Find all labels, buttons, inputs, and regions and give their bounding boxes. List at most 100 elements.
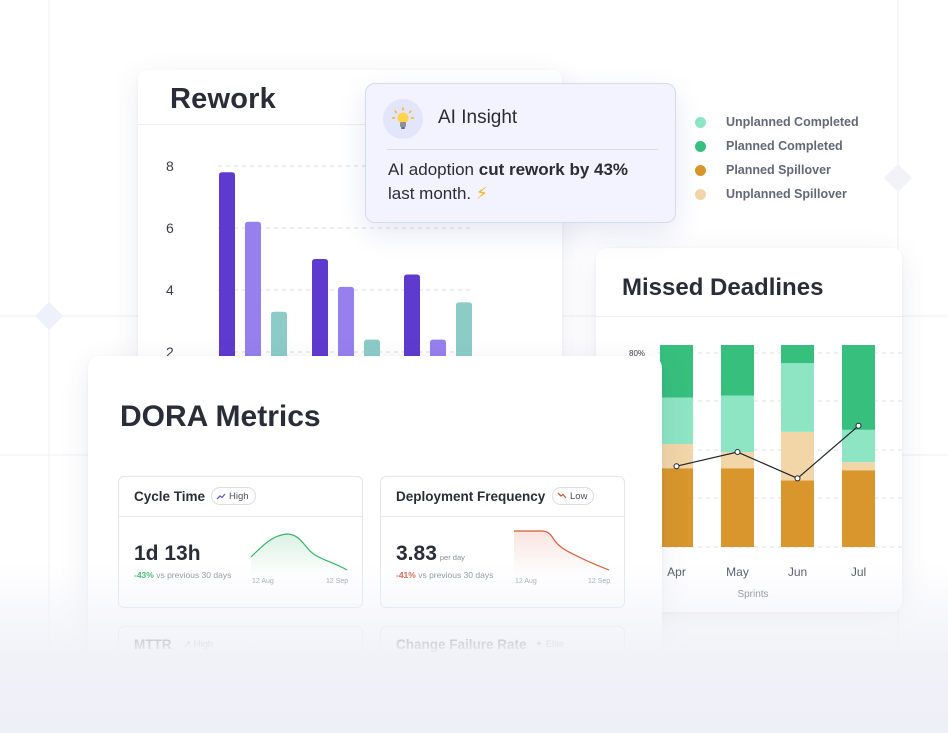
dora-metrics-card: DORA Metrics Cycle Time High 1d 13h -43%…	[88, 356, 662, 696]
legend-label: Unplanned Spillover	[726, 187, 847, 201]
sparkline-start-date: 12 Aug	[515, 578, 537, 585]
trend-point	[855, 422, 862, 429]
metric-value: 3.83 per day	[396, 542, 465, 566]
x-tick-label: May	[726, 565, 749, 579]
legend-label: Unplanned Completed	[726, 115, 859, 129]
metric-card-change-failure-rate[interactable]: Change Failure Rate ✦ Elite	[380, 626, 625, 686]
rework-bar	[312, 259, 328, 370]
y-tick-label: 6	[166, 220, 174, 236]
dora-title: DORA Metrics	[120, 400, 321, 433]
y-tick-label: 2	[166, 344, 174, 360]
y-tick-label: 4	[166, 282, 174, 298]
metric-header: Cycle Time High	[119, 477, 362, 517]
metric-card-cycle-time[interactable]: Cycle Time High 1d 13h -43% vs previous …	[118, 476, 363, 608]
metric-header: Deployment Frequency Low	[381, 477, 624, 517]
stacked-bar-segment	[660, 397, 693, 444]
rework-bar	[456, 302, 472, 370]
sparkline-start-date: 12 Aug	[252, 578, 274, 585]
badge-label: High	[229, 490, 249, 502]
metric-name: MTTR	[134, 637, 172, 652]
cycle-time-sparkline	[250, 533, 348, 575]
metric-card-mttr[interactable]: MTTR ↗ High	[118, 626, 363, 686]
badge-label: Elite	[545, 639, 565, 650]
legend-dot	[695, 116, 706, 128]
metric-badge: ✦ Elite	[535, 639, 565, 650]
rework-bar	[404, 274, 420, 370]
missed-deadlines-title: Missed Deadlines	[622, 274, 824, 301]
legend-dot	[695, 140, 706, 152]
stacked-bar-segment	[660, 468, 693, 547]
rework-bar	[219, 172, 235, 370]
metric-name: Deployment Frequency	[396, 489, 546, 504]
divider	[596, 316, 902, 317]
metric-badge: High	[211, 487, 256, 505]
trend-point	[734, 449, 741, 456]
metric-badge: Low	[552, 487, 595, 505]
divider	[387, 149, 658, 150]
legend-label: Planned Spillover	[726, 163, 831, 177]
x-tick-label: Jul	[851, 565, 866, 579]
badge-label: Low	[570, 490, 588, 502]
stacked-bar-segment	[842, 462, 875, 471]
insight-message: AI adoption cut rework by 43% last month…	[388, 158, 658, 206]
rework-bar-chart: 8 6 4 2	[166, 158, 473, 370]
insight-title: AI Insight	[438, 107, 518, 128]
x-axis-label: Sprints	[737, 589, 768, 600]
metric-unit: per day	[439, 553, 465, 562]
y-tick-label: 80%	[629, 349, 645, 358]
stacked-bar-segment	[781, 480, 814, 547]
stacked-bar-segment	[842, 470, 875, 547]
insight-text-highlight: cut rework by 43%	[478, 160, 629, 179]
change-caption: vs previous 30 days	[153, 570, 232, 580]
stacked-bar-segment	[781, 363, 814, 432]
legend-item-planned-completed: Planned Completed	[695, 134, 859, 158]
stacked-bar-segment	[842, 345, 875, 430]
metric-badge: ↗ High	[183, 639, 214, 650]
metric-card-deployment-frequency[interactable]: Deployment Frequency Low 3.83 per day -41…	[380, 476, 625, 608]
trend-point	[673, 463, 680, 470]
metric-value: 1d 13h	[134, 542, 201, 566]
badge-label: High	[193, 639, 214, 650]
legend-dot	[695, 188, 706, 200]
change-percent: -41%	[396, 570, 416, 580]
insight-text-end: last month.	[388, 184, 476, 203]
legend-item-unplanned-spillover: Unplanned Spillover	[695, 182, 859, 206]
stacked-bar-segment	[721, 468, 754, 547]
sparkline-end-date: 12 Sep	[588, 578, 611, 585]
x-tick-label: Jun	[788, 565, 807, 579]
rework-bar	[338, 286, 354, 370]
trend-up-icon	[216, 493, 226, 500]
chart-legend: Unplanned Completed Planned Completed Pl…	[695, 110, 859, 206]
metric-value-text: 3.83	[396, 542, 437, 565]
deployment-frequency-sparkline	[514, 530, 610, 575]
x-tick-label: Apr	[667, 565, 686, 579]
stacked-bar-segment	[781, 431, 814, 481]
rework-bar	[245, 221, 261, 370]
sparkline-end-date: 12 Sep	[326, 578, 349, 585]
change-caption: vs previous 30 days	[415, 570, 494, 580]
ai-insight-card: AI Insight AI adoption cut rework by 43%…	[365, 83, 676, 223]
rework-title: Rework	[170, 83, 276, 115]
trend-down-icon	[557, 492, 567, 499]
legend-item-planned-spillover: Planned Spillover	[695, 158, 859, 182]
y-tick-label: 8	[166, 158, 174, 174]
stacked-bar-segment	[842, 429, 875, 463]
legend-item-unplanned-completed: Unplanned Completed	[695, 110, 859, 134]
lightbulb-icon	[383, 99, 423, 139]
stacked-bar-segment	[660, 345, 693, 398]
lightning-icon: ⚡	[475, 184, 488, 203]
stacked-bar-segment	[721, 345, 754, 396]
rework-bar	[271, 311, 287, 370]
legend-label: Planned Completed	[726, 139, 843, 153]
stacked-bar-segment	[781, 345, 814, 364]
change-percent: -43%	[134, 570, 154, 580]
legend-dot	[695, 164, 706, 176]
metric-name: Cycle Time	[134, 489, 206, 504]
trend-point	[794, 475, 801, 482]
metric-change: -41% vs previous 30 days	[396, 570, 493, 580]
stacked-bar-segment	[721, 395, 754, 453]
metric-name: Change Failure Rate	[396, 637, 527, 652]
divider	[138, 124, 562, 125]
metric-change: -43% vs previous 30 days	[134, 570, 231, 580]
metric-value-text: 1d 13h	[134, 542, 201, 565]
